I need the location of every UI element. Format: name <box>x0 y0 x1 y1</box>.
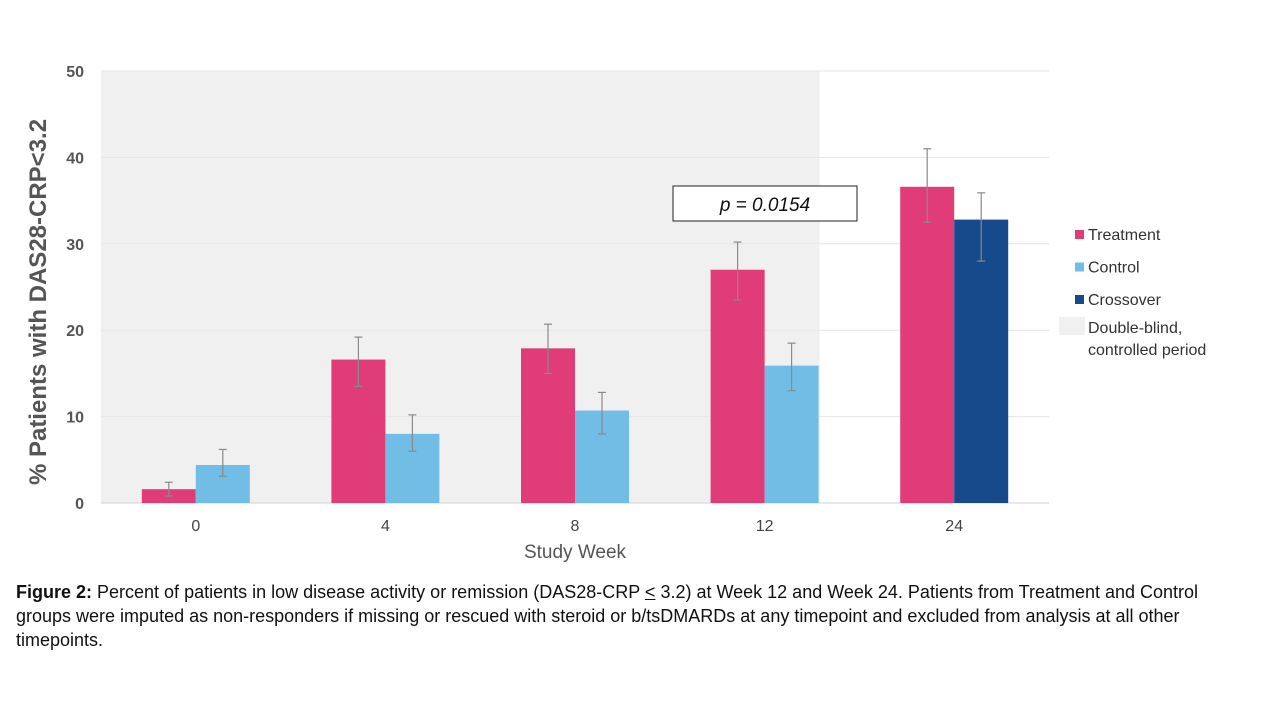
error-bar-treatment-week-12 <box>733 241 742 301</box>
y-tick-label: 30 <box>66 237 84 254</box>
legend-label-control: Control <box>1088 260 1140 277</box>
x-tick-label: 4 <box>381 518 390 535</box>
error-bar-treatment-week-0 <box>164 481 173 497</box>
figure-caption: Figure 2: Percent of patients in low dis… <box>16 580 1231 652</box>
y-axis-title: % Patients with DAS28-CRP<3.2 <box>25 119 52 485</box>
legend-swatch-double-blind <box>1059 317 1085 335</box>
caption-text-1: Percent of patients in low disease activ… <box>92 582 645 602</box>
p-value-box <box>672 185 858 222</box>
bars <box>141 186 1009 503</box>
y-tick-label: 20 <box>66 323 84 340</box>
caption-text-2: 3.2) at Week 12 and Week 24. Patients fr… <box>16 582 1199 650</box>
error-bar-control-week-8 <box>598 391 606 435</box>
error-bar-treatment-week-24 <box>923 148 932 223</box>
x-tick-label: 8 <box>571 518 580 535</box>
x-tick-label: 24 <box>945 518 963 535</box>
caption-label: Figure 2: <box>16 582 93 602</box>
error-bar-treatment-week-4 <box>354 336 363 387</box>
legend-swatch-crossover <box>1075 295 1084 304</box>
x-tick-label: 0 <box>191 518 200 535</box>
y-tick-label: 10 <box>66 410 84 427</box>
error-bar-control-week-4 <box>408 414 417 452</box>
y-tick-labels: 0 10 20 30 40 50 <box>66 64 84 513</box>
legend-label-treatment: Treatment <box>1088 227 1161 244</box>
y-tick-label: 50 <box>66 64 84 81</box>
x-tick-labels: 0 4 8 12 24 <box>191 518 963 535</box>
error-bar-control-week-0 <box>218 448 227 477</box>
p-value-annotation: p = 0.0154 <box>672 185 858 222</box>
bar-treatment-week-8 <box>521 348 575 503</box>
bar-chart: 0 4 8 12 24 0 10 20 30 40 50 % Patients with DAS2… <box>25 64 1206 563</box>
error-bar-control-week-12 <box>787 342 796 392</box>
error-bar-crossover-week-24 <box>977 192 986 262</box>
error-bars <box>164 148 986 497</box>
legend: Treatment Control Crossover Double-blind, co… <box>1059 227 1206 359</box>
bar-treatment-week-24 <box>900 186 955 503</box>
y-tick-label: 40 <box>66 150 84 167</box>
legend-label-crossover: Crossover <box>1088 292 1162 309</box>
legend-swatch-control <box>1075 262 1084 272</box>
p-value-text: p = 0.0154 <box>719 195 810 216</box>
legend-label-double-blind-line1: Double-blind, <box>1088 320 1182 337</box>
legend-label-double-blind-line2: controlled period <box>1088 342 1206 359</box>
x-axis-title: Study Week <box>524 542 627 563</box>
caption-symbol: < <box>644 582 656 602</box>
legend-swatch-treatment <box>1075 230 1084 239</box>
bar-crossover-week-24 <box>954 219 1009 503</box>
x-tick-label: 12 <box>756 518 774 535</box>
bar-treatment-week-12 <box>710 269 765 503</box>
error-bar-treatment-week-8 <box>544 323 552 374</box>
shaded-region <box>101 71 820 503</box>
y-tick-label: 0 <box>75 496 84 513</box>
